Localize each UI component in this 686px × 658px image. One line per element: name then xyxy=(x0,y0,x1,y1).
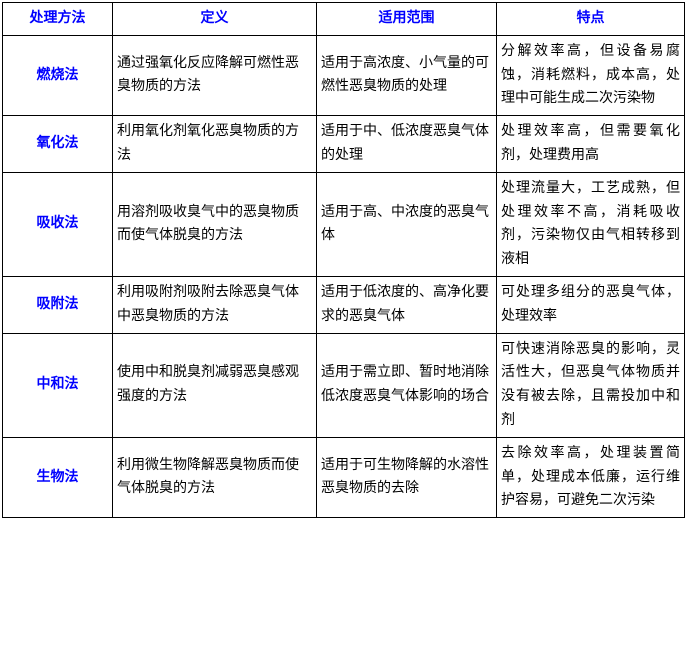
table-row: 燃烧法通过强氧化反应降解可燃性恶臭物质的方法适用于高浓度、小气量的可燃性恶臭物质… xyxy=(3,35,685,115)
table-header-row: 处理方法 定义 适用范围 特点 xyxy=(3,3,685,36)
cell-definition: 利用微生物降解恶臭物质而使气体脱臭的方法 xyxy=(113,437,317,517)
cell-method: 吸收法 xyxy=(3,172,113,276)
table-row: 吸附法利用吸附剂吸附去除恶臭气体中恶臭物质的方法适用于低浓度的、高净化要求的恶臭… xyxy=(3,276,685,333)
cell-scope: 适用于可生物降解的水溶性恶臭物质的去除 xyxy=(317,437,497,517)
col-header-scope: 适用范围 xyxy=(317,3,497,36)
table-row: 吸收法用溶剂吸收臭气中的恶臭物质而使气体脱臭的方法适用于高、中浓度的恶臭气体处理… xyxy=(3,172,685,276)
cell-method: 吸附法 xyxy=(3,276,113,333)
cell-definition: 通过强氧化反应降解可燃性恶臭物质的方法 xyxy=(113,35,317,115)
cell-feature: 处理效率高，但需要氧化剂，处理费用高 xyxy=(497,116,685,173)
cell-scope: 适用于需立即、暂时地消除低浓度恶臭气体影响的场合 xyxy=(317,333,497,437)
cell-method: 中和法 xyxy=(3,333,113,437)
cell-method: 氧化法 xyxy=(3,116,113,173)
cell-definition: 利用氧化剂氧化恶臭物质的方法 xyxy=(113,116,317,173)
cell-scope: 适用于低浓度的、高净化要求的恶臭气体 xyxy=(317,276,497,333)
cell-method: 燃烧法 xyxy=(3,35,113,115)
cell-scope: 适用于中、低浓度恶臭气体的处理 xyxy=(317,116,497,173)
cell-scope: 适用于高、中浓度的恶臭气体 xyxy=(317,172,497,276)
col-header-feature: 特点 xyxy=(497,3,685,36)
cell-definition: 用溶剂吸收臭气中的恶臭物质而使气体脱臭的方法 xyxy=(113,172,317,276)
cell-feature: 去除效率高，处理装置简单，处理成本低廉，运行维护容易，可避免二次污染 xyxy=(497,437,685,517)
cell-definition: 使用中和脱臭剂减弱恶臭感观强度的方法 xyxy=(113,333,317,437)
cell-feature: 可快速消除恶臭的影响，灵活性大，但恶臭气体物质并没有被去除，且需投加中和剂 xyxy=(497,333,685,437)
cell-feature: 可处理多组分的恶臭气体，处理效率 xyxy=(497,276,685,333)
table-body: 燃烧法通过强氧化反应降解可燃性恶臭物质的方法适用于高浓度、小气量的可燃性恶臭物质… xyxy=(3,35,685,517)
col-header-definition: 定义 xyxy=(113,3,317,36)
cell-definition: 利用吸附剂吸附去除恶臭气体中恶臭物质的方法 xyxy=(113,276,317,333)
cell-feature: 处理流量大，工艺成熟，但处理效率不高，消耗吸收剂，污染物仅由气相转移到液相 xyxy=(497,172,685,276)
cell-method: 生物法 xyxy=(3,437,113,517)
col-header-method: 处理方法 xyxy=(3,3,113,36)
cell-scope: 适用于高浓度、小气量的可燃性恶臭物质的处理 xyxy=(317,35,497,115)
table-row: 生物法利用微生物降解恶臭物质而使气体脱臭的方法适用于可生物降解的水溶性恶臭物质的… xyxy=(3,437,685,517)
odor-treatment-table: 处理方法 定义 适用范围 特点 燃烧法通过强氧化反应降解可燃性恶臭物质的方法适用… xyxy=(2,2,685,518)
table-row: 中和法使用中和脱臭剂减弱恶臭感观强度的方法适用于需立即、暂时地消除低浓度恶臭气体… xyxy=(3,333,685,437)
cell-feature: 分解效率高，但设备易腐蚀，消耗燃料，成本高，处理中可能生成二次污染物 xyxy=(497,35,685,115)
table-row: 氧化法利用氧化剂氧化恶臭物质的方法适用于中、低浓度恶臭气体的处理处理效率高，但需… xyxy=(3,116,685,173)
